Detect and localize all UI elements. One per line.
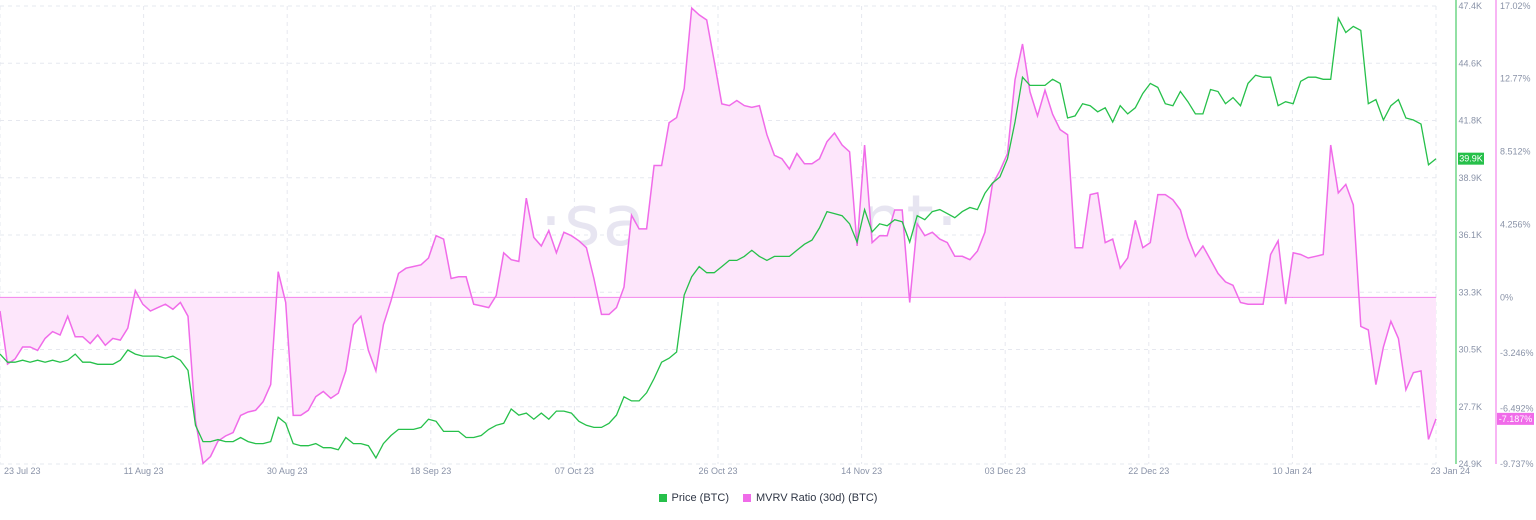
mvrv-line[interactable]: [0, 6, 1437, 465]
mvrv-series: [0, 6, 1437, 465]
mvrv-tick-label: -6.492%: [1500, 403, 1534, 413]
price-line[interactable]: [0, 16, 1437, 460]
x-tick-label: 18 Sep 23: [410, 466, 451, 476]
price-tick-label: 41.8K: [1458, 116, 1482, 126]
price-tick-label: 33.3K: [1458, 287, 1482, 297]
price-tick-label: 36.1K: [1458, 230, 1482, 240]
x-tick-label: 23 Jul 23: [4, 466, 41, 476]
mvrv-tick-label: -9.737%: [1500, 459, 1534, 469]
price-tick-label: 30.5K: [1458, 345, 1482, 355]
x-tick-label: 26 Oct 23: [698, 466, 737, 476]
mvrv-tick-label: -3.246%: [1500, 348, 1534, 358]
mvrv-last-label: -7.187%: [1499, 414, 1533, 424]
x-tick-label: 10 Jan 24: [1273, 466, 1313, 476]
price-series: [0, 16, 1437, 460]
mvrv-tick-label: 12.77%: [1500, 74, 1531, 84]
tick-labels: 23 Jul 23 11 Aug 23 30 Aug 23 18 Sep 23 07 O…: [4, 1, 1534, 476]
x-tick-label: 22 Dec 23: [1128, 466, 1169, 476]
legend-label-price: Price (BTC): [671, 492, 729, 504]
mvrv-last-badge: [1497, 412, 1534, 425]
price-tick-label: 27.7K: [1458, 402, 1482, 412]
price-tick-label: 44.6K: [1458, 58, 1482, 68]
price-tick-label: 38.9K: [1458, 173, 1482, 183]
axes: 39.9K -7.187%: [1455, 0, 1534, 464]
x-tick-label: 03 Dec 23: [985, 466, 1026, 476]
price-tick-label: 24.9K: [1458, 459, 1482, 469]
x-tick-label: 07 Oct 23: [555, 466, 594, 476]
legend-item-price[interactable]: Price (BTC): [658, 492, 729, 504]
mvrv-tick-label: 4.256%: [1500, 219, 1531, 229]
price-tick-label: 47.4K: [1458, 1, 1482, 11]
x-tick-label: 11 Aug 23: [124, 466, 164, 476]
mvrv-tick-label: 0%: [1500, 292, 1513, 302]
x-tick-label: 30 Aug 23: [267, 466, 308, 476]
mvrv-tick-label: 17.02%: [1500, 1, 1531, 11]
mvrv-tick-label: 8.512%: [1500, 147, 1531, 157]
chart-legend: Price (BTC) MVRV Ratio (30d) (BTC): [0, 492, 1536, 504]
price-last-label: 39.9K: [1459, 154, 1483, 164]
x-tick-label: 14 Nov 23: [841, 466, 882, 476]
price-swatch: [658, 494, 667, 502]
legend-item-mvrv[interactable]: MVRV Ratio (30d) (BTC): [743, 492, 877, 504]
mvrv-swatch: [743, 494, 751, 502]
mvrv-area: [0, 8, 1436, 464]
price-last-badge: [1458, 152, 1484, 165]
x-tick-label: 23 Jan 24: [1430, 466, 1470, 476]
legend-label-mvrv: MVRV Ratio (30d) (BTC): [756, 492, 878, 504]
